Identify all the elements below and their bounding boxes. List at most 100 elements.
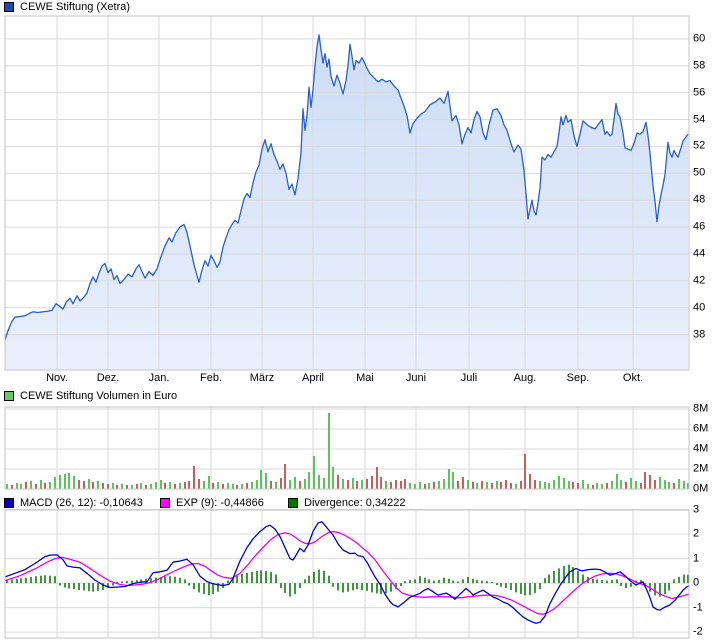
volume-bar [438,481,440,489]
volume-bar [448,469,450,489]
divergence-bar [92,583,94,592]
divergence-bar [140,579,142,584]
divergence-bar [20,578,22,584]
volume-bar [664,480,666,489]
volume-bar [496,481,498,489]
price-panel-title-row: CEWE Stiftung (Xetra) [4,1,130,13]
y-axis-label: 38 [693,327,706,340]
divergence-bar [88,583,90,592]
divergence-bar [572,567,574,583]
divergence-bar [385,583,387,594]
divergence-bar [337,583,339,591]
volume-bar [428,483,430,489]
volume-bar [246,483,248,489]
volume-bar [78,480,80,489]
volume-bar [572,482,574,489]
divergence-bar [150,578,152,584]
divergence-bar [673,579,675,584]
volume-bar [73,476,75,489]
divergence-bar [443,577,445,584]
y-axis-label: 44 [693,247,706,260]
volume-bar [260,470,262,489]
volume-bar [385,481,387,489]
divergence-bar [107,583,109,588]
volume-bar [160,480,162,489]
volume-bar [107,484,109,489]
macd-legend-label: MACD (26, 12): -0,10643 [20,497,143,509]
volume-bar [145,485,147,489]
divergence-bar [457,581,459,584]
divergence-bar [668,583,670,591]
divergence-bar [347,583,349,592]
volume-bar [217,482,219,489]
volume-bar [20,484,22,489]
divergence-bar [409,580,411,583]
y-axis-label: -2 [693,625,703,638]
volume-bar [491,483,493,489]
volume-bar [505,480,507,489]
volume-bar [361,480,363,489]
divergence-bar [203,583,205,595]
exp-legend-square-icon [160,498,170,508]
volume-bar [44,483,46,489]
volume-bar [544,482,546,489]
divergence-bar [438,580,440,583]
volume-bar [323,478,325,489]
divergence-bar [414,579,416,584]
volume-bar [304,479,306,489]
divergence-bar [145,578,147,584]
divergence-bar [366,583,368,591]
volume-bar [49,482,51,489]
volume-bar [380,477,382,489]
divergence-bar [16,578,18,584]
x-axis-month-label: Juli [460,372,478,384]
volume-bar [208,476,210,489]
volume-bar [270,481,272,489]
volume-bar [404,479,406,489]
volume-bar [251,482,253,489]
volume-bar [635,481,637,489]
volume-bar [433,482,435,489]
volume-bar [640,483,642,489]
volume-bar [131,485,133,489]
divergence-bar [534,583,536,593]
divergence-bar [68,583,70,589]
divergence-bar [683,574,685,584]
volume-bar [126,485,128,489]
volume-bar [232,484,234,489]
divergence-legend-square-icon [288,498,298,508]
divergence-bar [510,583,512,590]
divergence-bar [256,570,258,584]
y-axis-label: 4M [693,442,709,455]
divergence-legend-item: Divergence: 0,34222 [288,497,406,509]
volume-bar [625,482,627,489]
volume-bar [64,474,66,489]
volume-bar [601,484,603,489]
divergence-bar [64,583,66,588]
volume-bar [400,481,402,489]
divergence-bar [616,579,618,584]
divergence-bar [371,583,373,593]
y-axis-label: 8M [693,402,709,415]
divergence-bar [112,583,114,586]
volume-bar [280,478,282,489]
volume-bar [241,484,243,489]
volume-bar [308,472,310,489]
divergence-bar [208,583,210,596]
divergence-bar [452,580,454,584]
divergence-bar [380,583,382,595]
divergence-bar [462,579,464,584]
divergence-bar [169,576,171,584]
price-line [4,34,689,341]
divergence-bar [116,581,118,583]
divergence-bar [592,578,594,584]
volume-bar [40,480,42,489]
volume-bar [457,481,459,489]
y-axis-label: 46 [693,220,706,233]
volume-bar [486,482,488,489]
volume-bar [256,480,258,489]
divergence-bar [342,583,344,593]
divergence-bar [188,583,190,586]
volume-bar [275,482,277,489]
